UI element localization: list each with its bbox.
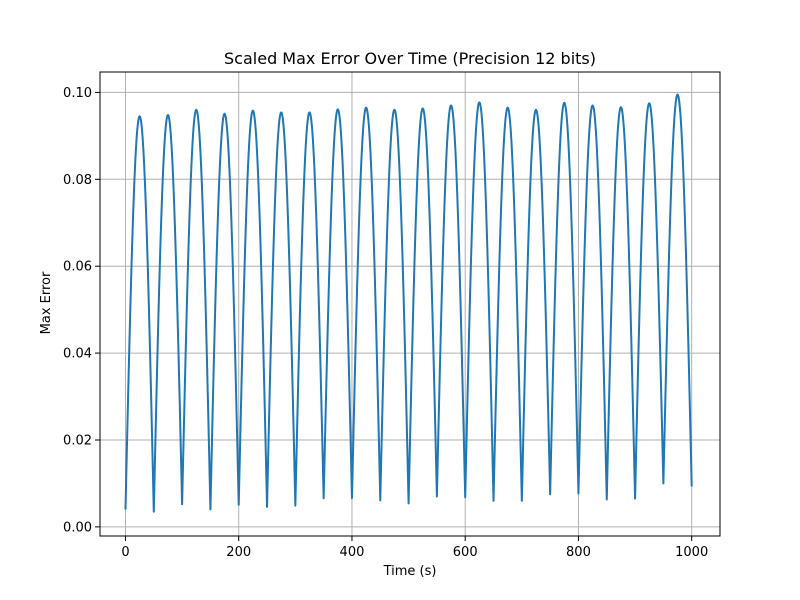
grid-lines (100, 72, 720, 536)
x-tick-label: 1000 (675, 545, 708, 560)
x-axis-label: Time (s) (383, 564, 437, 579)
y-axis-ticks: 0.00 0.02 0.04 0.06 0.08 0.10 (63, 86, 100, 535)
plot-area-frame (99, 71, 721, 537)
x-axis-ticks: 0 200 400 600 800 1000 (121, 536, 708, 560)
x-tick-label: 600 (453, 545, 478, 560)
y-tick-label: 0.08 (63, 173, 92, 188)
x-tick-label: 400 (340, 545, 365, 560)
y-tick-label: 0.06 (63, 260, 92, 275)
series-line-layer (124, 93, 693, 513)
x-tick-label: 0 (121, 545, 129, 560)
y-tick-label: 0.00 (63, 520, 92, 535)
y-tick-label: 0.02 (63, 433, 92, 448)
y-tick-label: 0.10 (63, 86, 92, 101)
max-error-series-line (124, 93, 693, 513)
x-tick-label: 800 (566, 545, 591, 560)
y-tick-label: 0.04 (63, 347, 92, 362)
x-tick-label: 200 (226, 545, 251, 560)
y-axis-label: Max Error (39, 271, 54, 334)
chart-title: Scaled Max Error Over Time (Precision 12… (224, 49, 596, 68)
